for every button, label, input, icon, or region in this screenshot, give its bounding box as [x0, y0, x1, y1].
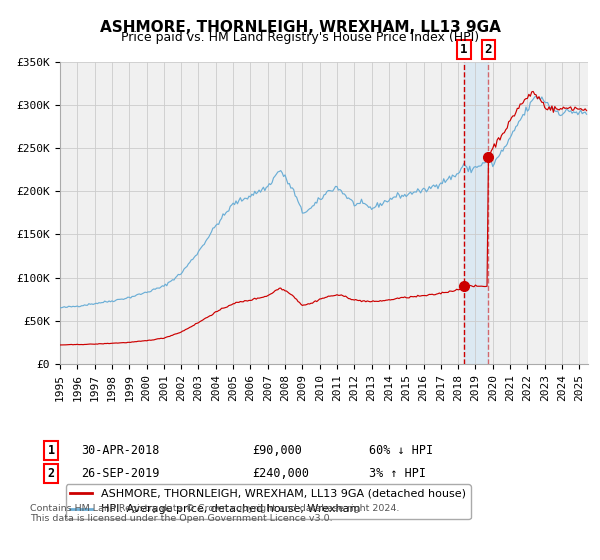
Text: 2: 2: [485, 43, 492, 56]
Text: Contains HM Land Registry data © Crown copyright and database right 2024.
This d: Contains HM Land Registry data © Crown c…: [30, 504, 400, 524]
Text: 60% ↓ HPI: 60% ↓ HPI: [369, 444, 433, 458]
Legend: ASHMORE, THORNLEIGH, WREXHAM, LL13 9GA (detached house), HPI: Average price, det: ASHMORE, THORNLEIGH, WREXHAM, LL13 9GA (…: [65, 484, 470, 519]
Text: £240,000: £240,000: [252, 466, 309, 480]
Text: 30-APR-2018: 30-APR-2018: [81, 444, 160, 458]
Text: 3% ↑ HPI: 3% ↑ HPI: [369, 466, 426, 480]
Text: Price paid vs. HM Land Registry's House Price Index (HPI): Price paid vs. HM Land Registry's House …: [121, 31, 479, 44]
Text: 1: 1: [47, 444, 55, 458]
Text: 2: 2: [47, 466, 55, 480]
Bar: [464, 62, 488, 364]
Text: 26-SEP-2019: 26-SEP-2019: [81, 466, 160, 480]
Text: ASHMORE, THORNLEIGH, WREXHAM, LL13 9GA: ASHMORE, THORNLEIGH, WREXHAM, LL13 9GA: [100, 20, 500, 35]
Text: 1: 1: [460, 43, 467, 56]
Text: £90,000: £90,000: [252, 444, 302, 458]
